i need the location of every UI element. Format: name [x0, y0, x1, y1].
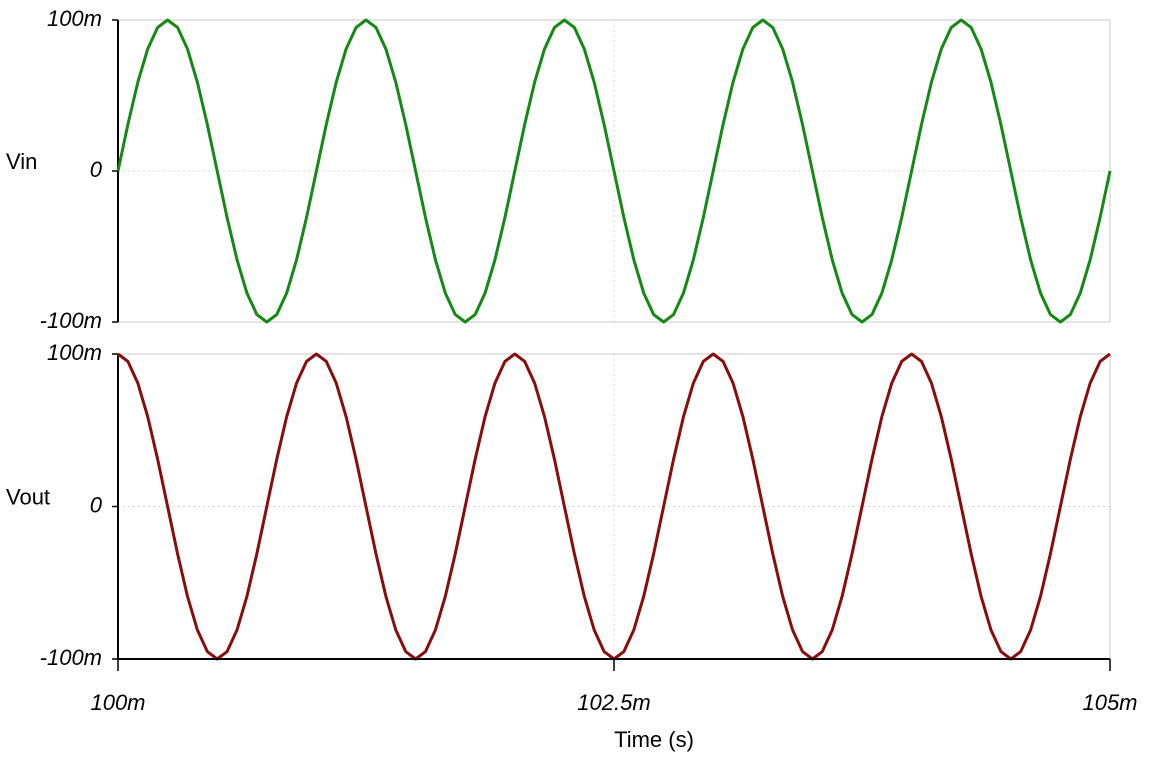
x-tick-label: 105m: [1082, 690, 1137, 715]
y-tick-label: -100m: [40, 308, 102, 333]
y-axis-label: Vout: [6, 484, 50, 509]
y-tick-label: -100m: [40, 645, 102, 670]
y-axis-label: Vin: [6, 149, 37, 174]
signal-line: [116, 18, 1112, 324]
x-tick-label: 102.5m: [577, 690, 650, 715]
x-tick-label: 100m: [90, 690, 145, 715]
x-axis-label: Time (s): [614, 727, 694, 752]
y-tick-label: 0: [90, 157, 103, 182]
y-tick-label: 100m: [47, 6, 102, 31]
y-tick-label: 0: [90, 492, 103, 517]
y-tick-label: 100m: [47, 340, 102, 365]
